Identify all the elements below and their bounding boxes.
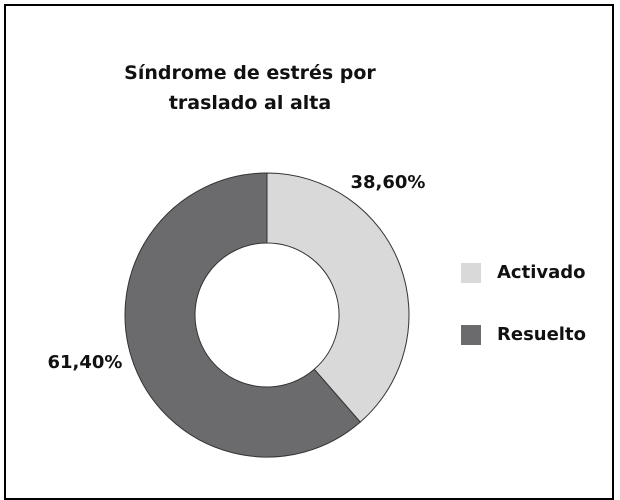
legend-label: Activado <box>497 262 586 283</box>
data-label: 61,40% <box>48 352 123 373</box>
donut-slice <box>266 172 410 423</box>
legend-swatch <box>461 263 481 283</box>
legend-label: Resuelto <box>497 324 586 345</box>
chart-title: Síndrome de estrés por traslado al alta <box>124 62 376 114</box>
legend-swatch <box>461 325 481 345</box>
data-label: 38,60% <box>351 172 426 193</box>
donut-slice <box>124 172 361 458</box>
